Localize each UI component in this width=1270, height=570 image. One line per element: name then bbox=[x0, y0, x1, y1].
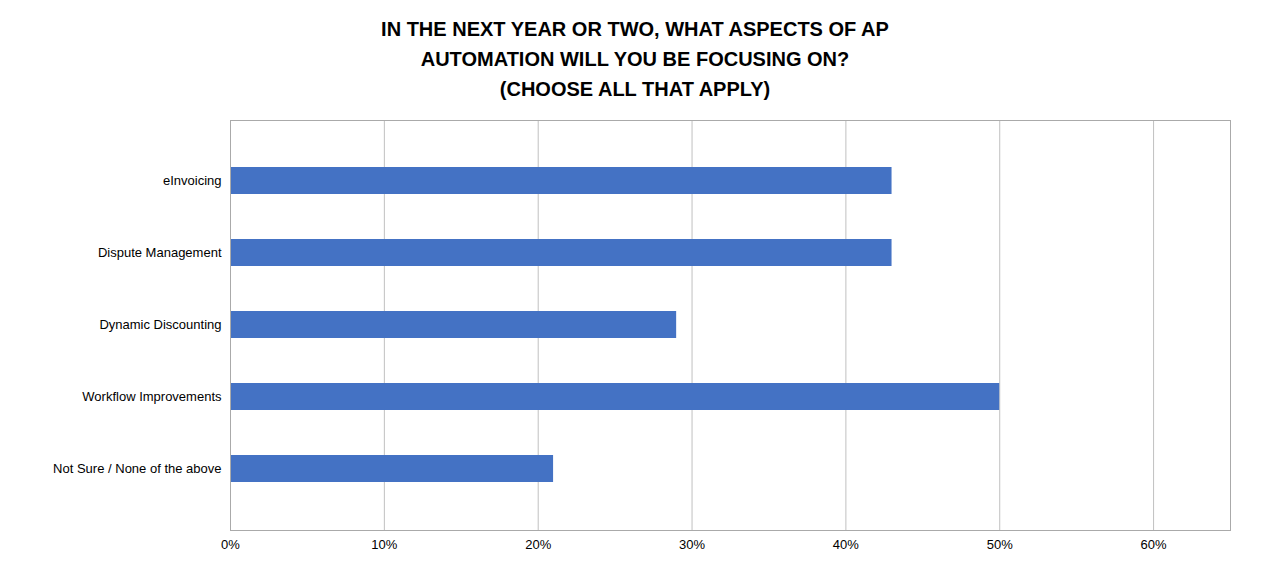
svg-text:Dispute Management: Dispute Management bbox=[98, 245, 222, 260]
svg-text:60%: 60% bbox=[1141, 537, 1167, 552]
svg-text:20%: 20% bbox=[525, 537, 551, 552]
svg-text:10%: 10% bbox=[371, 537, 397, 552]
svg-text:40%: 40% bbox=[833, 537, 859, 552]
html-text:IN THE NEXT YEAR OR TWO, WHAT: IN THE NEXT YEAR OR TWO, WHAT ASPECTS OF… bbox=[381, 18, 889, 100]
svg-text:30%: 30% bbox=[679, 537, 705, 552]
svg-text:0%: 0% bbox=[221, 537, 240, 552]
svg-text:Not Sure / None of the above: Not Sure / None of the above bbox=[53, 461, 221, 476]
svg-text:Workflow Improvements: Workflow Improvements bbox=[82, 389, 222, 404]
svg-text:50%: 50% bbox=[987, 537, 1013, 552]
svg-text:eInvoicing: eInvoicing bbox=[163, 173, 222, 188]
svg-text:Dynamic Discounting: Dynamic Discounting bbox=[99, 317, 221, 332]
